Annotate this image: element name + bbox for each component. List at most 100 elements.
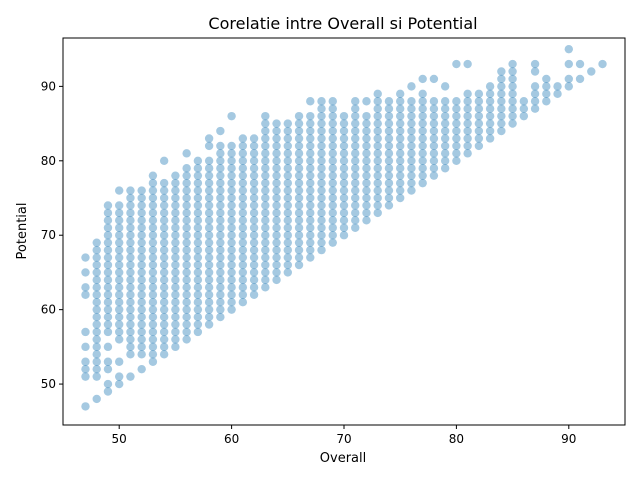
data-point [238,283,248,292]
data-point [103,253,113,262]
data-point [373,104,382,113]
data-point [115,245,124,255]
data-point [407,171,416,180]
data-point [418,156,427,165]
data-point [182,312,191,322]
y-axis-label: Potential [15,203,30,260]
data-point [429,134,439,143]
data-point [81,290,90,299]
data-point [238,193,248,203]
data-point [317,111,326,121]
data-point [126,201,135,210]
data-point [115,216,124,225]
data-point [204,275,214,285]
data-point [81,253,90,262]
data-point [373,156,382,165]
data-point [227,253,236,262]
data-point [362,156,371,165]
data-point [159,342,169,352]
data-point [294,149,304,158]
data-point [159,268,169,277]
data-point [249,253,259,262]
data-point [227,298,236,307]
data-point [396,171,405,180]
data-point [182,231,191,240]
data-point [396,149,405,158]
data-point [317,97,326,106]
data-point [351,223,360,232]
data-point [272,141,281,151]
data-point [351,171,360,180]
data-point [137,335,146,344]
data-point [115,357,124,366]
data-point [115,253,124,262]
data-point [182,178,191,188]
data-point [261,238,270,247]
data-point [452,149,461,158]
data-point [227,201,236,210]
data-point [339,134,349,143]
data-point [497,97,506,106]
data-point [193,245,203,255]
data-point [227,283,236,292]
x-tick-label: 70 [336,432,351,446]
data-point [182,186,191,195]
data-point [283,253,292,262]
data-point [171,268,180,277]
data-point [103,245,113,255]
data-point [328,216,337,225]
data-point [396,141,405,151]
data-point [418,164,427,173]
data-point [261,208,270,218]
data-point [171,238,180,247]
data-point [328,178,337,188]
data-point [306,156,315,165]
data-point [238,253,248,262]
data-point [328,134,337,143]
data-point [182,335,191,344]
data-point [261,126,270,136]
data-point [272,186,281,195]
data-point [238,156,248,165]
data-point [396,193,405,203]
data-point [452,111,461,121]
data-point [373,111,382,121]
data-point [362,178,371,188]
data-point [238,178,248,188]
data-point [204,186,214,195]
data-point [497,111,506,121]
data-point [115,290,124,299]
data-point [362,216,371,225]
data-point [103,364,113,374]
data-point [126,335,135,344]
data-point [474,119,484,128]
data-point [373,134,382,143]
chart-title: Corelatie intre Overall si Potential [208,14,477,33]
data-point [384,134,394,143]
data-point [283,193,292,203]
data-point [351,104,360,113]
data-point [306,126,315,136]
data-point [137,216,146,225]
data-point [261,186,270,195]
data-point [530,82,540,91]
data-point [328,223,337,232]
data-point [137,364,146,374]
data-point [249,134,259,143]
data-points [81,44,607,411]
data-point [216,223,225,232]
data-point [148,231,158,240]
data-point [92,238,101,247]
data-point [238,186,248,195]
data-point [429,149,439,158]
data-point [103,298,113,307]
data-point [261,231,270,240]
data-point [384,186,394,195]
data-point [148,312,158,322]
data-point [373,97,382,106]
data-point [463,59,472,69]
data-point [148,283,158,292]
y-tick-label: 80 [41,154,56,168]
data-point [306,231,315,240]
data-point [440,164,450,173]
